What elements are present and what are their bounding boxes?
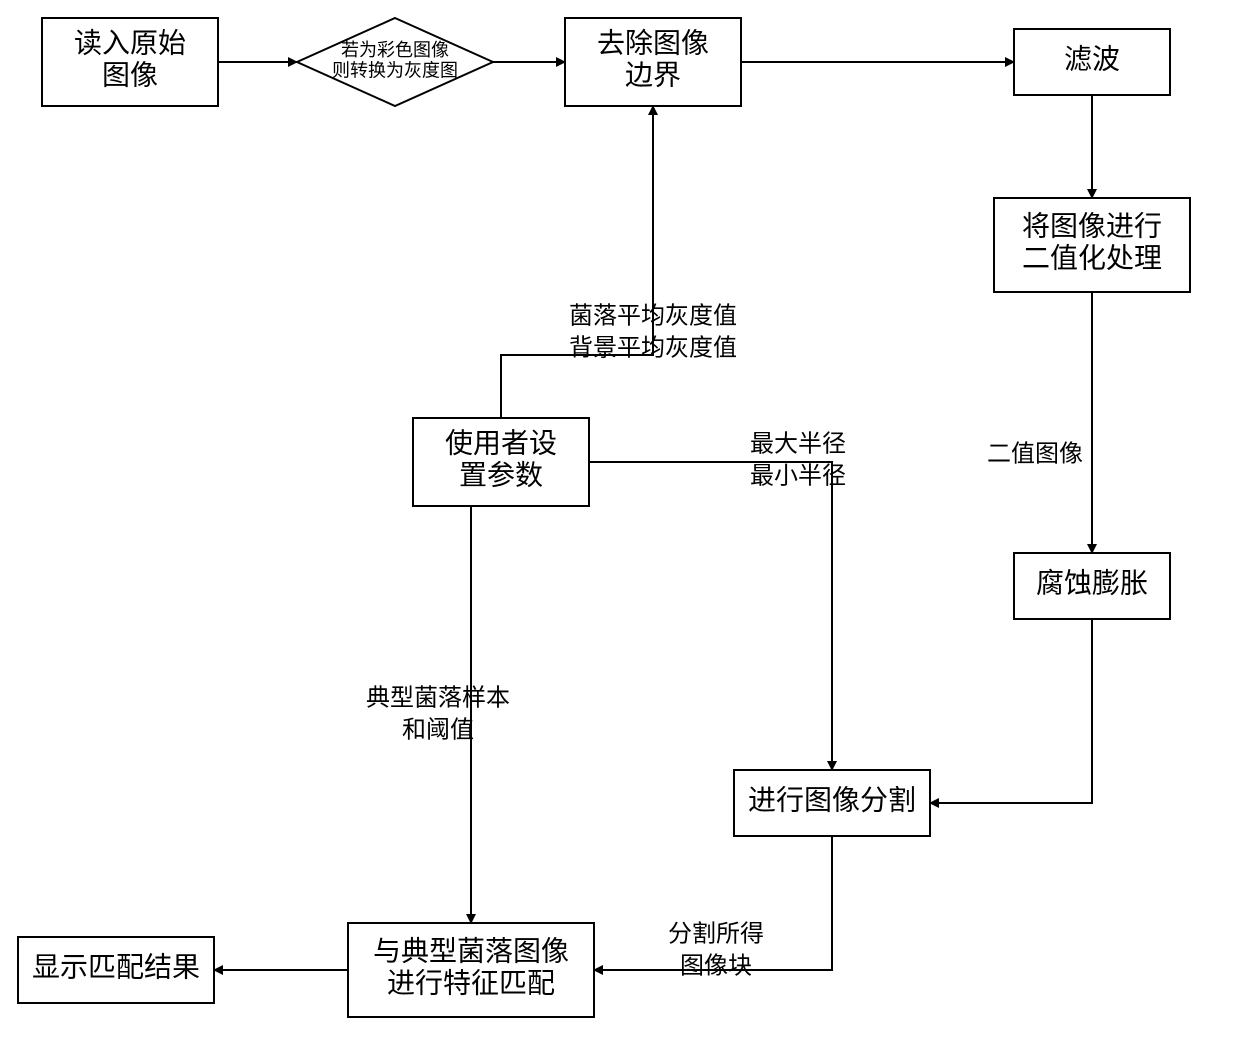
edge-params-remove — [501, 106, 653, 418]
edge-label: 二值图像 — [987, 441, 1083, 468]
edge-segment-match — [594, 836, 832, 970]
edge-label: 背景平均灰度值 — [569, 335, 737, 362]
node-label: 边界 — [625, 61, 681, 92]
edge-label: 最小半径 — [750, 463, 846, 490]
node-label: 使用者设 — [445, 427, 557, 459]
edge-erode-segment — [930, 619, 1092, 803]
node-label: 则转换为灰度图 — [332, 60, 458, 80]
edge-params-segment — [589, 462, 832, 770]
edge-label: 和阈值 — [402, 717, 474, 744]
node-label: 显示匹配结果 — [32, 951, 200, 983]
node-label: 图像 — [102, 60, 158, 92]
edge-label: 图像块 — [680, 953, 752, 980]
node-label: 置参数 — [459, 460, 543, 492]
edge-label: 最大半径 — [750, 431, 846, 458]
node-label: 读入原始 — [74, 27, 186, 59]
node-label: 与典型菌落图像 — [373, 935, 569, 967]
edge-label: 分割所得 — [668, 921, 764, 948]
node-label: 若为彩色图像 — [341, 40, 449, 60]
node-label: 进行图像分割 — [748, 784, 916, 816]
node-label: 腐蚀膨胀 — [1036, 567, 1148, 599]
node-label: 进行特征匹配 — [387, 968, 555, 1000]
node-label: 将图像进行 — [1022, 210, 1162, 242]
node-label: 去除图像 — [597, 27, 709, 59]
edge-label: 菌落平均灰度值 — [569, 303, 737, 330]
edge-label: 典型菌落样本 — [366, 685, 510, 712]
node-label: 二值化处理 — [1022, 243, 1162, 275]
node-label: 滤波 — [1064, 43, 1120, 75]
